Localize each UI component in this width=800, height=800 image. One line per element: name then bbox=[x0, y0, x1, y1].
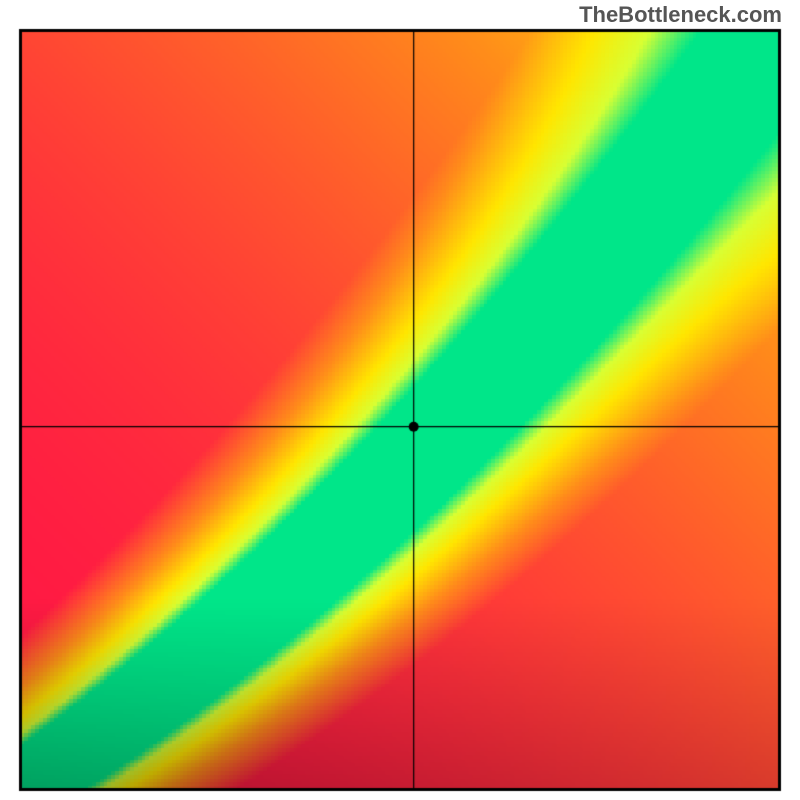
chart-container: TheBottleneck.com bbox=[0, 0, 800, 800]
watermark-text: TheBottleneck.com bbox=[579, 2, 782, 28]
heatmap-canvas bbox=[0, 0, 800, 800]
